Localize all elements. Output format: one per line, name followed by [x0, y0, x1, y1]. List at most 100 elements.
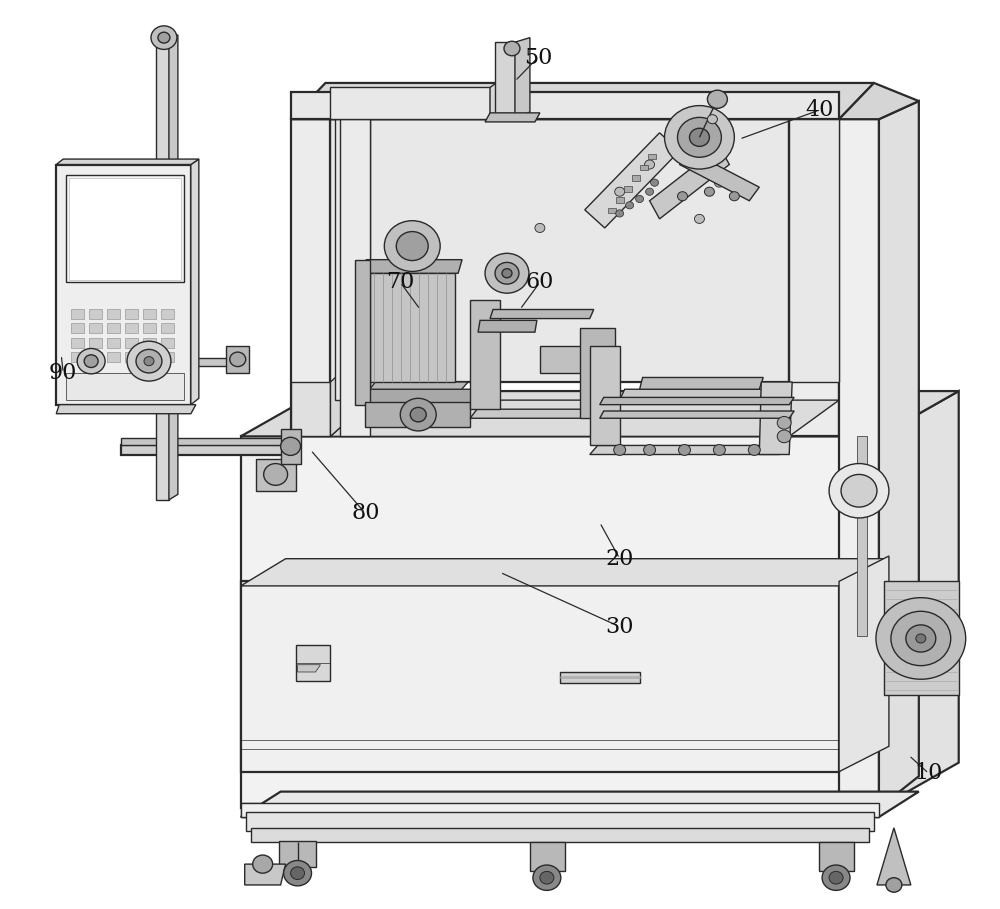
Circle shape — [822, 865, 850, 891]
Circle shape — [729, 192, 739, 201]
Circle shape — [158, 32, 170, 43]
Polygon shape — [590, 445, 789, 454]
Polygon shape — [355, 260, 370, 405]
Circle shape — [707, 90, 727, 108]
Bar — [648, 154, 656, 159]
Circle shape — [876, 598, 966, 679]
Polygon shape — [680, 151, 759, 201]
Polygon shape — [355, 389, 478, 405]
Polygon shape — [368, 382, 468, 391]
Text: 60: 60 — [526, 271, 554, 294]
Polygon shape — [884, 582, 959, 694]
Polygon shape — [839, 83, 919, 119]
Polygon shape — [478, 320, 537, 332]
Bar — [89, 337, 102, 347]
Polygon shape — [169, 35, 178, 500]
Circle shape — [136, 349, 162, 373]
Polygon shape — [56, 165, 191, 405]
Polygon shape — [530, 843, 565, 872]
Circle shape — [777, 430, 791, 443]
Bar — [89, 308, 102, 318]
Polygon shape — [600, 411, 794, 418]
Text: 20: 20 — [605, 548, 634, 570]
Circle shape — [540, 872, 554, 884]
Polygon shape — [490, 62, 525, 119]
Bar — [632, 175, 640, 181]
Circle shape — [829, 464, 889, 518]
Circle shape — [284, 861, 312, 886]
Polygon shape — [879, 391, 959, 808]
Polygon shape — [340, 119, 370, 436]
Circle shape — [678, 117, 721, 157]
Circle shape — [495, 263, 519, 285]
Polygon shape — [600, 397, 794, 405]
Polygon shape — [490, 309, 594, 318]
Circle shape — [144, 356, 154, 365]
Polygon shape — [819, 843, 854, 872]
Polygon shape — [839, 119, 879, 808]
Bar — [161, 337, 174, 347]
Circle shape — [748, 445, 760, 455]
Polygon shape — [241, 436, 879, 808]
Polygon shape — [560, 672, 640, 683]
Polygon shape — [330, 87, 490, 119]
Polygon shape — [245, 864, 286, 885]
Text: 30: 30 — [605, 615, 634, 638]
Bar — [107, 323, 120, 333]
Bar — [125, 323, 138, 333]
Text: 90: 90 — [49, 362, 77, 384]
Bar — [143, 323, 156, 333]
Polygon shape — [585, 133, 680, 228]
Circle shape — [704, 187, 714, 196]
Circle shape — [614, 445, 626, 455]
Bar — [125, 352, 138, 362]
Circle shape — [891, 611, 951, 665]
Polygon shape — [191, 159, 199, 405]
Text: 80: 80 — [351, 503, 380, 524]
Polygon shape — [789, 119, 839, 382]
Polygon shape — [330, 119, 789, 382]
Circle shape — [230, 352, 246, 366]
Circle shape — [636, 195, 644, 203]
Circle shape — [291, 867, 305, 880]
Polygon shape — [291, 382, 330, 436]
Circle shape — [916, 634, 926, 643]
Bar — [107, 337, 120, 347]
Text: 70: 70 — [386, 271, 414, 294]
Polygon shape — [330, 400, 839, 436]
Bar — [857, 436, 867, 635]
Circle shape — [84, 355, 98, 367]
Polygon shape — [226, 345, 249, 373]
Bar — [125, 308, 138, 318]
Bar — [161, 323, 174, 333]
Circle shape — [777, 416, 791, 429]
Circle shape — [504, 41, 520, 55]
Circle shape — [665, 105, 734, 169]
Circle shape — [616, 210, 624, 217]
Polygon shape — [759, 382, 792, 454]
Circle shape — [626, 202, 634, 209]
Circle shape — [707, 115, 717, 124]
Circle shape — [886, 878, 902, 893]
Polygon shape — [298, 664, 320, 672]
Polygon shape — [241, 391, 959, 436]
Polygon shape — [470, 301, 500, 409]
Bar — [143, 308, 156, 318]
Polygon shape — [362, 260, 462, 274]
Polygon shape — [470, 409, 598, 418]
Bar — [125, 337, 138, 347]
Text: 50: 50 — [524, 46, 552, 68]
Polygon shape — [877, 828, 911, 885]
Polygon shape — [251, 828, 869, 843]
Bar — [66, 373, 184, 400]
Bar — [71, 352, 84, 362]
Bar — [608, 208, 616, 214]
Circle shape — [651, 179, 659, 186]
Bar — [71, 337, 84, 347]
Bar — [143, 337, 156, 347]
Polygon shape — [495, 42, 515, 119]
Circle shape — [645, 160, 655, 169]
Polygon shape — [296, 644, 330, 681]
Circle shape — [127, 341, 171, 381]
Bar — [89, 323, 102, 333]
